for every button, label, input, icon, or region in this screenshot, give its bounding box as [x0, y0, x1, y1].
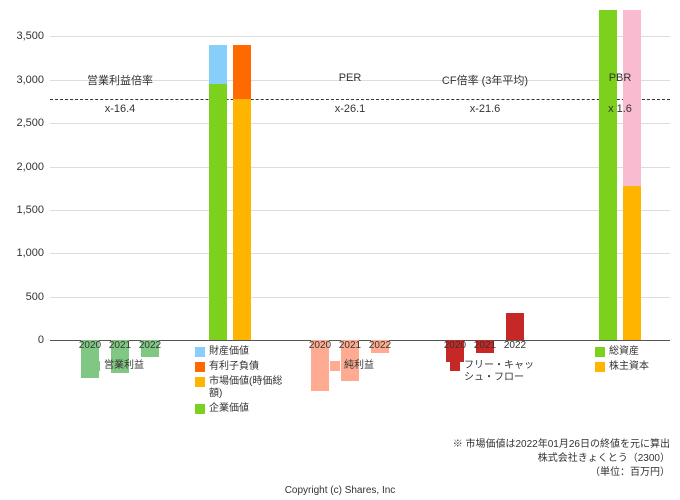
- y-axis: 0 500 1,000 1,500 2,000 2,500 3,000 3,500: [0, 10, 50, 410]
- legend: 財産価値有利子負債市場価値(時価総額) 企業価値: [195, 346, 285, 415]
- year-label: 2020: [309, 340, 331, 351]
- y-tick-label: 500: [0, 291, 44, 303]
- year-label: 2020: [444, 340, 466, 351]
- legend: 総資産株主資本: [595, 346, 680, 373]
- grid-line: [50, 210, 670, 211]
- legend-swatch: [195, 362, 205, 372]
- grid-line: [50, 253, 670, 254]
- legend-label: フリー・キャッシュ・フロー: [464, 360, 540, 384]
- legend-item: 市場価値(時価総額): [195, 376, 285, 400]
- grid-line: [50, 123, 670, 124]
- legend: 純利益: [330, 360, 420, 372]
- bar-segment: [209, 84, 227, 341]
- grid-line: [50, 36, 670, 37]
- legend-swatch: [90, 361, 100, 371]
- section-title: CF倍率 (3年平均): [442, 72, 528, 88]
- y-tick-label: 2,000: [0, 161, 44, 173]
- multiplier-label: x-21.6: [470, 103, 501, 115]
- legend-label: 純利益: [344, 360, 374, 372]
- legend-label: 営業利益: [104, 360, 144, 372]
- year-label: 2021: [109, 340, 131, 351]
- legend-swatch: [195, 347, 205, 357]
- legend-label: 企業価値: [209, 403, 249, 415]
- y-tick-label: 2,500: [0, 117, 44, 129]
- legend-swatch: [595, 362, 605, 372]
- legend-item: 企業価値: [195, 403, 285, 415]
- year-label: 2022: [369, 340, 391, 351]
- y-tick-label: 0: [0, 334, 44, 346]
- year-label: 2021: [474, 340, 496, 351]
- grid-line: [50, 297, 670, 298]
- year-label: 2020: [79, 340, 101, 351]
- footnote-3: （単位：百万円）: [590, 463, 670, 478]
- dashed-reference-line: [50, 99, 670, 100]
- legend: 営業利益: [90, 360, 180, 372]
- legend-item: 純利益: [330, 360, 420, 372]
- bar-segment: [233, 45, 251, 99]
- legend-item: 株主資本: [595, 361, 680, 373]
- bar-segment: [209, 45, 227, 84]
- multiplier-label: x 1.6: [608, 103, 632, 115]
- y-tick-label: 1,500: [0, 204, 44, 216]
- chart-container: 05001,0001,5002,0002,5003,0003,500 20202…: [0, 0, 680, 500]
- legend-label: 総資産: [609, 346, 639, 358]
- legend-swatch: [595, 347, 605, 357]
- legend-item: フリー・キャッシュ・フロー: [450, 360, 540, 384]
- y-tick-label: 1,000: [0, 247, 44, 259]
- year-label: 2022: [139, 340, 161, 351]
- legend-item: 営業利益: [90, 360, 180, 372]
- legend-swatch: [195, 404, 205, 414]
- legend-label: 有利子負債: [209, 361, 259, 373]
- footnote-1: ※ 市場価値は2022年01月26日の終値を元に算出: [453, 435, 670, 450]
- section-title: PBR: [609, 72, 632, 84]
- section-title: PER: [339, 72, 362, 84]
- legend-label: 市場価値(時価総額): [209, 376, 285, 400]
- footnote-2: 株式会社きょくとう（2300）: [538, 449, 670, 464]
- legend-swatch: [195, 377, 205, 387]
- year-label: 2021: [339, 340, 361, 351]
- y-tick-label: 3,000: [0, 74, 44, 86]
- year-label: 2022: [504, 340, 526, 351]
- legend: フリー・キャッシュ・フロー: [450, 360, 540, 384]
- y-tick-label: 3,500: [0, 30, 44, 42]
- legend-label: 財産価値: [209, 346, 249, 358]
- bar-segment: [623, 186, 641, 341]
- section-title: 営業利益倍率: [87, 72, 153, 88]
- multiplier-label: x-26.1: [335, 103, 366, 115]
- plot-area: 2020 2021 2022 営業利益倍率 x-16.4 営業利益 財産価値有利子負債市場価…: [50, 10, 670, 410]
- bar-segment: [623, 10, 641, 186]
- legend-swatch: [330, 361, 340, 371]
- grid-line: [50, 167, 670, 168]
- legend-item: 有利子負債: [195, 361, 285, 373]
- multiplier-label: x-16.4: [105, 103, 136, 115]
- legend-item: 財産価値: [195, 346, 285, 358]
- bar-segment: [599, 10, 617, 340]
- legend-item: 総資産: [595, 346, 680, 358]
- copyright: Copyright (c) Shares, Inc: [0, 485, 680, 496]
- bar-segment: [233, 99, 251, 341]
- bar-segment: [506, 313, 524, 341]
- legend-label: 株主資本: [609, 361, 649, 373]
- legend-swatch: [450, 361, 460, 371]
